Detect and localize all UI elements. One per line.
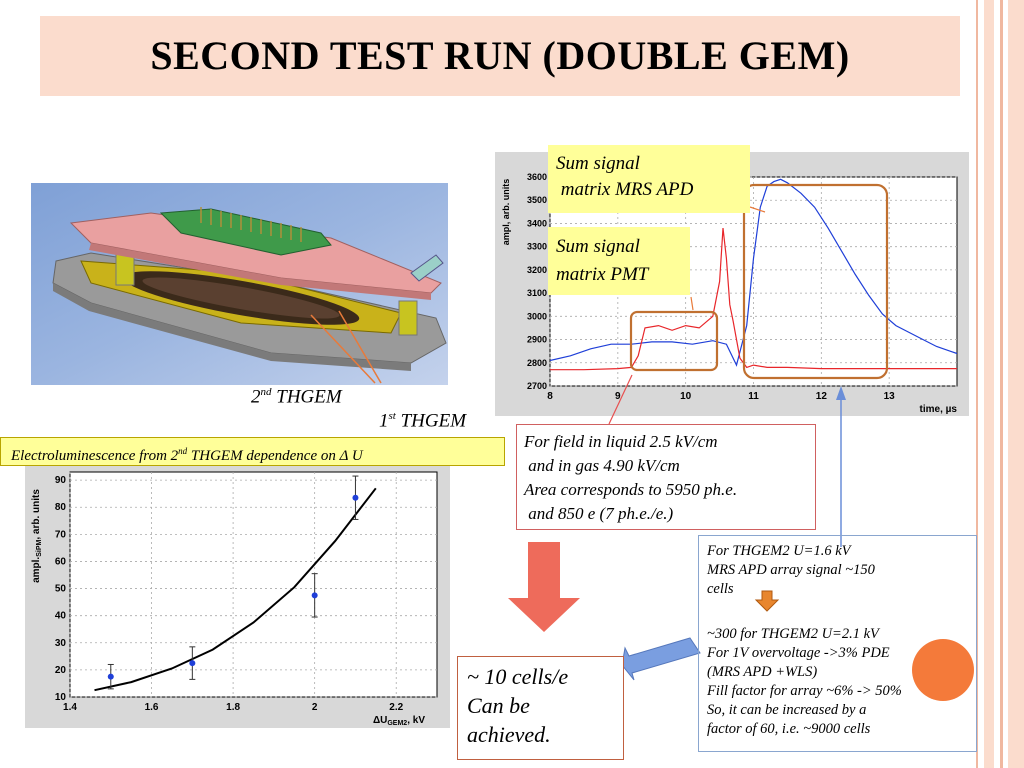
y-tick-label: 3200 [527,265,547,275]
x-axis-label: ΔUGEM2, kV [373,715,425,727]
y-axis-label: ampl.SiPM, arb. units [31,489,43,583]
x-tick-label: 2 [312,702,318,713]
field-note-line: and in gas 4.90 kV/cm [524,456,680,475]
series-line-apd [549,178,958,367]
data-point [352,494,359,501]
thgem-note-line: For 1V overvoltage ->3% PDE [707,645,890,661]
result-note-line: Can be [467,693,530,718]
callout-apd-line1: Sum signal [556,153,640,174]
y-tick-label: 3000 [527,311,547,321]
y-tick-label: 2900 [527,335,547,345]
pmt-callout-arrow [690,296,694,311]
decorative-stripe [976,0,978,768]
callout-pmt-line1: Sum signal [556,236,640,257]
thgem-note-line: Fill factor for array ~6% -> 50% [707,683,902,699]
y-tick-label: 3500 [527,195,547,205]
y-tick-label: 20 [55,665,67,676]
field-note: For field in liquid 2.5 kV/cm and in gas… [516,424,816,530]
y-tick-label: 2700 [527,381,547,391]
y-tick-label: 3300 [527,242,547,252]
y-tick-label: 40 [55,611,67,622]
field-note-line: For field in liquid 2.5 kV/cm [524,432,718,451]
blue-arrow-to-result [621,637,701,681]
series-line-pmt [550,228,957,371]
y-tick-label: 30 [55,638,67,649]
title-box: SECOND TEST RUN (DOUBLE GEM) [40,16,960,96]
callout-apd: Sum signal matrix MRS APD [548,145,750,213]
x-tick-label: 1.4 [63,702,77,713]
detector-illustration [31,183,448,385]
result-note-line: ~ 10 cells/e [467,664,569,689]
thgem-note-line: ~300 for THGEM2 U=2.1 kV [707,626,879,642]
x-tick-label: 8 [547,391,553,402]
y-tick-label: 80 [55,502,67,513]
thgem-note-line: For THGEM2 U=1.6 kV [707,543,851,559]
label-2nd-thgem: 2nd THGEM [251,386,342,408]
callout-pmt-line2: matrix PMT [556,264,649,285]
fit-curve [94,487,377,692]
x-tick-label: 10 [680,391,692,402]
electroluminescence-plot: 1.4 1.6 1.8 2 2.2 10 20 30 40 50 60 70 80 90 ampl.SiPM… [25,466,450,728]
x-tick-label: 1.6 [145,702,159,713]
y-tick-label: 3400 [527,218,547,228]
plot-area [69,471,438,698]
y-tick-label: 3100 [527,288,547,298]
data-point [107,673,114,680]
y-tick-label: 10 [55,692,67,703]
field-note-line: and 850 e (7 ph.e./e.) [524,504,674,523]
thgem-note: For THGEM2 U=1.6 kV MRS APD array signal… [698,535,977,752]
apd-callout-arrow [749,206,766,213]
x-tick-label: 9 [615,391,621,402]
x-tick-label: 1.8 [226,702,240,713]
electroluminescence-banner: Electroluminescence from 2nd THGEM depen… [0,437,505,466]
thgem-note-line: MRS APD array signal ~150 [707,562,875,578]
result-note-line: achieved. [467,722,551,747]
y-tick-label: 70 [55,529,67,540]
x-tick-label: 11 [748,391,759,402]
y-tick-label: 50 [55,584,67,595]
y-tick-label: 60 [55,556,67,567]
x-tick-label: 2.2 [389,702,403,713]
y-tick-label: 90 [55,475,67,486]
data-point [311,592,318,599]
y-axis-label: ampl, arb. units [501,179,511,246]
x-tick-label: 12 [816,391,828,402]
field-note-line: Area corresponds to 5950 ph.e. [524,480,738,499]
y-tick-label: 2800 [527,358,547,368]
thgem-note-line: cells [707,581,734,597]
result-note: ~ 10 cells/e Can be achieved. [457,656,624,760]
slide-title: SECOND TEST RUN (DOUBLE GEM) [150,33,850,78]
y-tick-label: 3600 [527,172,547,182]
decorative-stripe [984,0,994,768]
callout-pmt: Sum signal matrix PMT [548,227,690,295]
data-point [189,660,196,667]
thgem-note-line: factor of 60, i.e. ~9000 cells [707,721,871,737]
decorative-stripe [1008,0,1024,768]
x-axis-label: time, µs [920,404,958,415]
apd-highlight-box [742,183,889,380]
decorative-stripe [1000,0,1003,768]
label-1st-thgem: 1st THGEM [379,410,467,432]
x-tick-label: 13 [884,391,896,402]
thgem-note-line: (MRS APD +WLS) [707,664,818,680]
callout-apd-line2: matrix MRS APD [556,179,694,200]
thgem-note-line: So, it can be increased by a [707,702,867,718]
big-red-down-arrow [508,542,580,632]
pmt-highlight-box [629,310,719,372]
